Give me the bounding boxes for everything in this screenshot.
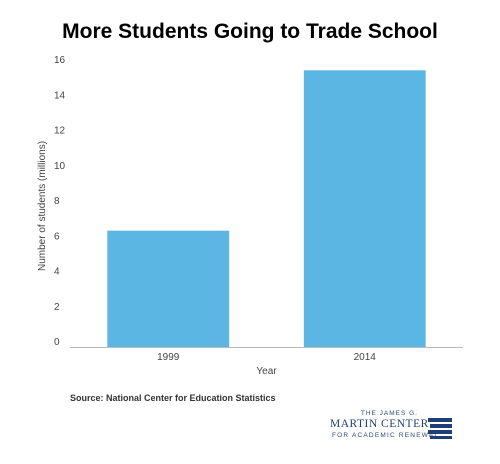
y-tick-label: 2	[54, 302, 60, 313]
y-tick-label: 12	[54, 126, 66, 137]
chart-title: More Students Going to Trade School	[62, 20, 438, 43]
y-tick-label: 16	[54, 55, 66, 66]
bars	[107, 70, 426, 347]
x-tick-label: 1999	[157, 352, 180, 363]
logo-line-3: FOR ACADEMIC RENEWAL	[332, 432, 440, 439]
x-tick-label: 2014	[354, 352, 377, 363]
source-note: Source: National Center for Education St…	[70, 393, 276, 403]
bar	[303, 70, 426, 347]
y-tick-label: 0	[54, 337, 60, 348]
y-tick-label: 14	[54, 90, 66, 101]
y-tick-label: 6	[54, 231, 60, 242]
y-axis-ticks: 0 2 4 6 8 10 12 14 16	[54, 55, 66, 348]
y-tick-label: 8	[54, 196, 60, 207]
x-axis-title: Year	[256, 366, 277, 377]
logo-line-2: MARTIN CENTER	[330, 418, 429, 430]
y-tick-label: 4	[54, 267, 60, 278]
books-icon	[428, 418, 452, 439]
y-tick-label: 10	[54, 161, 66, 172]
martin-center-logo: THE JAMES G. MARTIN CENTER FOR ACADEMIC …	[330, 410, 460, 444]
x-axis-ticks: 1999 2014	[157, 352, 376, 363]
bar	[107, 230, 230, 347]
y-axis-title: Number of students (millions)	[37, 141, 48, 271]
logo-line-1: THE JAMES G.	[360, 410, 418, 417]
